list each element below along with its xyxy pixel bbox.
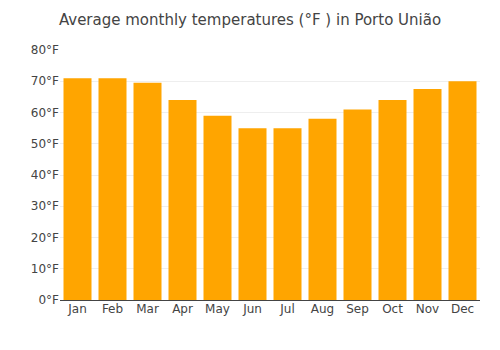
svg-text:30°F: 30°F — [31, 199, 59, 213]
svg-text:20°F: 20°F — [31, 231, 59, 245]
svg-text:70°F: 70°F — [31, 74, 59, 88]
svg-text:50°F: 50°F — [31, 137, 59, 151]
svg-text:May: May — [205, 302, 230, 316]
svg-text:Jan: Jan — [67, 302, 87, 316]
svg-text:Oct: Oct — [382, 302, 403, 316]
svg-text:0°F: 0°F — [38, 293, 59, 307]
svg-text:Feb: Feb — [102, 302, 123, 316]
svg-text:Jun: Jun — [242, 302, 262, 316]
svg-text:Nov: Nov — [416, 302, 439, 316]
svg-text:60°F: 60°F — [31, 106, 59, 120]
svg-text:Jul: Jul — [279, 302, 294, 316]
svg-text:Average monthly temperatures (: Average monthly temperatures (°F ) in Po… — [59, 11, 441, 29]
svg-text:10°F: 10°F — [31, 262, 59, 276]
svg-text:80°F: 80°F — [31, 43, 59, 57]
svg-text:Aug: Aug — [311, 302, 334, 316]
svg-text:Apr: Apr — [172, 302, 193, 316]
svg-text:40°F: 40°F — [31, 168, 59, 182]
svg-text:Dec: Dec — [451, 302, 474, 316]
svg-text:Mar: Mar — [136, 302, 159, 316]
svg-text:Sep: Sep — [346, 302, 369, 316]
